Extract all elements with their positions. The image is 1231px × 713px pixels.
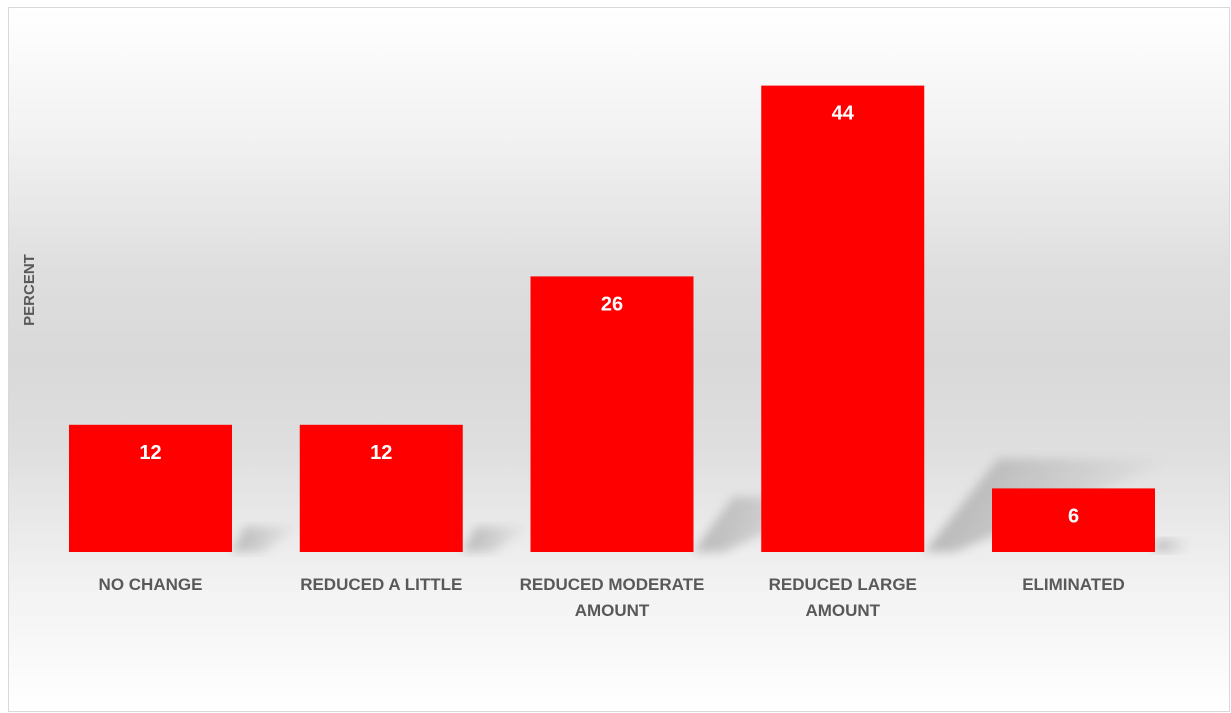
bar <box>530 276 694 552</box>
bar <box>992 488 1155 552</box>
category-labels: NO CHANGE REDUCED A LITTLE REDUCED MODERAT… <box>99 575 1125 620</box>
bar <box>761 85 925 552</box>
bars <box>69 85 1155 552</box>
category-label: REDUCED A LITTLE <box>300 575 462 594</box>
bar <box>299 424 463 552</box>
category-label: REDUCED LARGE AMOUNT <box>769 575 917 620</box>
bar-value-label: 12 <box>370 442 392 464</box>
bar-value-label: 12 <box>139 442 161 464</box>
bar-value-label: 26 <box>601 293 623 315</box>
category-label: REDUCED MODERATE AMOUNT <box>520 575 705 620</box>
y-axis-title: PERCENT <box>21 254 38 326</box>
value-labels: 12 12 26 44 6 <box>139 103 1079 528</box>
bar-shadow <box>1155 539 1190 552</box>
bar-shadow <box>462 526 532 552</box>
bar <box>69 424 232 552</box>
bar-value-label: 44 <box>832 103 855 125</box>
category-label: NO CHANGE <box>99 575 203 594</box>
bar-value-label: 6 <box>1068 505 1079 527</box>
bar-chart: 12 12 26 44 6 NO CHANGE REDUCED A LITTLE REDUC… <box>21 85 1190 620</box>
category-label: ELIMINATED <box>1022 575 1125 594</box>
bar-shadow <box>232 526 301 552</box>
chart-area: 12 12 26 44 6 NO CHANGE REDUCED A LITTLE REDUC… <box>8 7 1230 712</box>
